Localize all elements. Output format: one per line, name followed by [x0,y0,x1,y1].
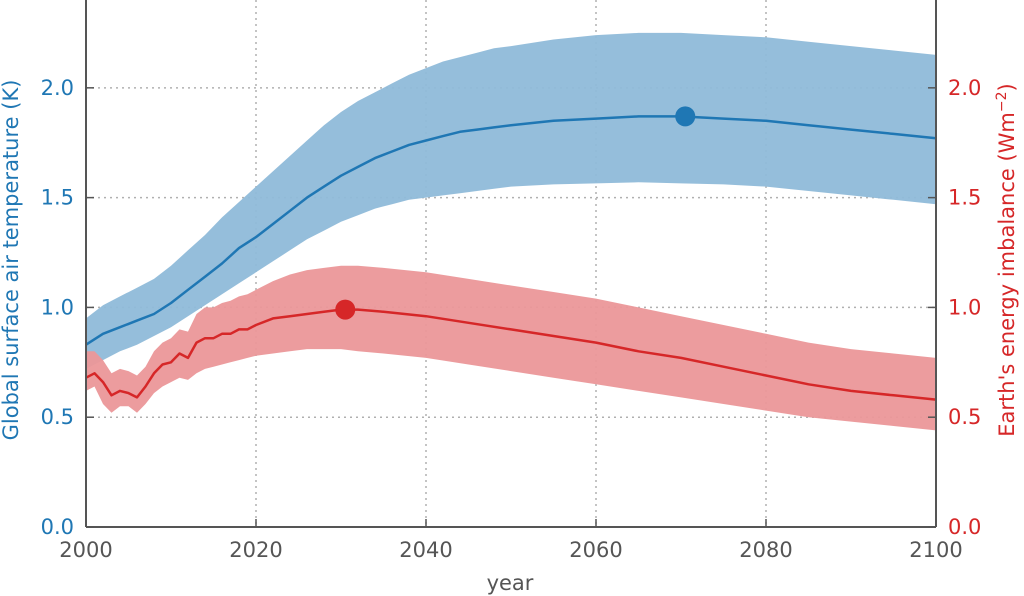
x-tick-label: 2100 [909,538,962,562]
right-axis-label: Earth's energy imbalance (Wm−2) [994,83,1019,436]
left-tick-label: 2.0 [41,76,74,100]
right-tick-label: 1.5 [948,186,981,210]
imbalance-band [86,265,936,431]
right-axis-label-main: Earth's energy imbalance (Wm [995,112,1019,437]
x-tick-label: 2080 [739,538,792,562]
temperature-peak-marker [675,106,696,127]
uncertainty-bands [86,32,936,431]
left-tick-label: 0.5 [41,405,74,429]
x-tick-label: 2000 [59,538,112,562]
right-tick-label: 1.0 [948,295,981,319]
right-tick-label: 2.0 [948,76,981,100]
right-axis-label-superscript: −2 [994,91,1010,112]
x-tick-label: 2060 [569,538,622,562]
temperature-band [86,32,936,369]
right-tick-label: 0.0 [948,515,981,539]
x-axis-label: year [487,571,534,595]
right-tick-label: 0.5 [948,405,981,429]
left-axis-label: Global surface air temperature (K) [0,80,23,441]
axes [85,0,937,528]
series-markers [335,106,696,320]
left-tick-label: 1.0 [41,295,74,319]
x-tick-label: 2020 [229,538,282,562]
imbalance-peak-marker [335,299,356,320]
imbalance-line [85,308,937,401]
left-tick-label: 0.0 [41,515,74,539]
left-tick-label: 1.5 [41,186,74,210]
right-axis-label-close: ) [995,83,1019,91]
x-tick-label: 2040 [399,538,452,562]
